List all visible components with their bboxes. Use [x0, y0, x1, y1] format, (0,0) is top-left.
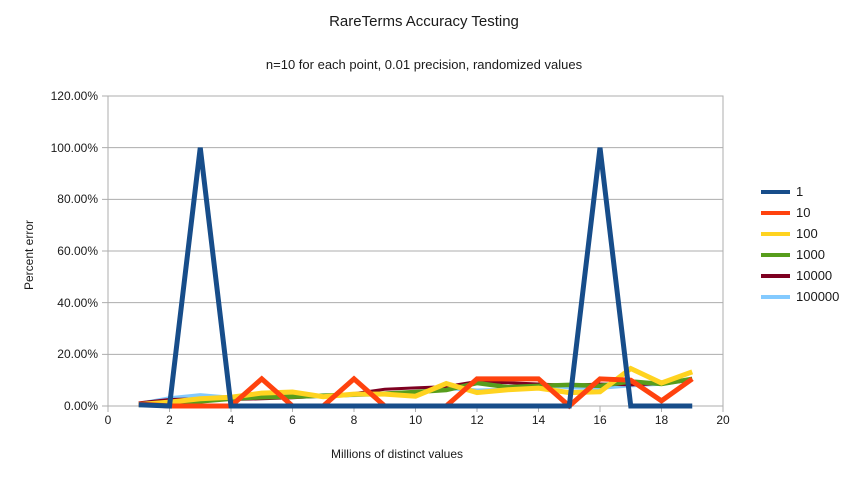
y-tick-label: 60.00%	[57, 244, 98, 258]
legend-swatch-icon	[761, 273, 790, 278]
legend-swatch-icon	[761, 231, 790, 236]
x-tick-label: 6	[289, 413, 296, 427]
legend-item: 1000	[761, 244, 839, 265]
legend-item: 100	[761, 223, 839, 244]
chart-subtitle: n=10 for each point, 0.01 precision, ran…	[265, 57, 583, 72]
legend-label: 10	[796, 204, 811, 220]
legend-item: 10	[761, 202, 839, 223]
chart-title: RareTerms Accuracy Testing	[329, 13, 519, 30]
series-line-1	[138, 147, 693, 409]
legend: 1 10 100 1000 10000 100000	[761, 181, 839, 307]
y-tick-label: 0.00%	[63, 399, 98, 413]
legend-label: 1000	[796, 246, 825, 262]
x-tick-label: 14	[531, 413, 546, 427]
legend-item: 1	[761, 181, 839, 202]
y-tick-label: 80.00%	[57, 192, 98, 207]
y-tick-label: 100.00%	[50, 140, 98, 155]
y-tick-label: 20.00%	[57, 347, 98, 362]
y-tick-label: 120.00%	[50, 89, 98, 103]
legend-label: 100	[796, 225, 818, 241]
x-tick-label: 2	[166, 413, 173, 427]
y-tick-label: 40.00%	[57, 295, 98, 310]
x-tick-label: 10	[408, 413, 423, 427]
x-axis-title: Millions of distinct values	[330, 447, 464, 461]
x-tick-label: 16	[593, 413, 607, 427]
legend-label: 1	[796, 183, 804, 199]
legend-swatch-icon	[761, 210, 790, 215]
legend-swatch-icon	[761, 189, 790, 194]
x-tick-label: 0	[104, 413, 112, 427]
x-tick-label: 4	[227, 413, 235, 427]
x-tick-label: 20	[716, 413, 730, 427]
x-tick-label: 8	[350, 413, 358, 427]
legend-label: 10000	[796, 267, 833, 283]
x-tick-label: 12	[470, 413, 484, 427]
legend-swatch-icon	[761, 294, 790, 299]
legend-swatch-icon	[761, 252, 790, 257]
x-tick-label: 18	[654, 413, 669, 427]
legend-item: 100000	[761, 286, 839, 307]
legend-label: 100000	[796, 288, 840, 304]
legend-item: 10000	[761, 265, 839, 286]
